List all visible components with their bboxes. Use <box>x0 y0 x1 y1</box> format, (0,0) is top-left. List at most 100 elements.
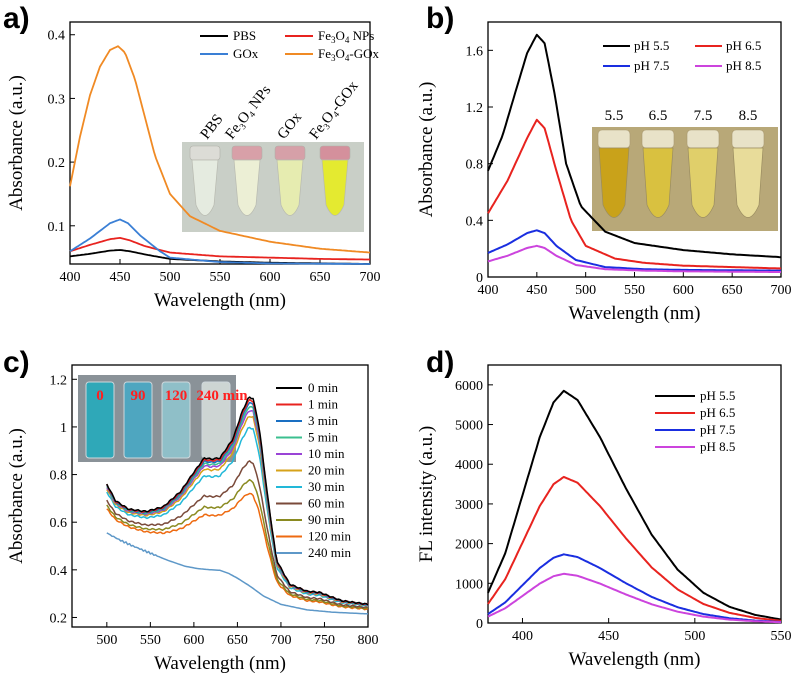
tube-cap <box>189 145 221 161</box>
x-tick-label: 650 <box>722 283 743 298</box>
tube-body <box>598 147 630 218</box>
legend-label: 60 min <box>308 496 345 511</box>
panel-label: d) <box>426 346 454 379</box>
panel-c: 500 550 600 650 700 750 800 0.2 0.4 0.6 0.8 1 1.2 Wav… <box>3 346 379 674</box>
series-line <box>487 33 782 259</box>
plot-frame <box>487 364 782 624</box>
tube-cap <box>731 129 765 149</box>
tube-body <box>642 147 674 218</box>
legend-label: pH 6.5 <box>726 38 761 53</box>
x-tick-label: 650 <box>310 270 331 285</box>
x-axis-label: Wavelength (nm) <box>569 649 701 670</box>
label-part: 3 <box>237 121 248 131</box>
x-tick-label: 400 <box>60 270 81 285</box>
y-axis-label: Absorbance (a.u.) <box>416 82 437 218</box>
inset-label: Fe3O4 NPs <box>223 82 276 143</box>
series-line <box>106 396 369 606</box>
legend: pH 5.5 pH 6.5 pH 7.5 pH 8.5 <box>603 38 761 73</box>
series-line <box>106 478 369 610</box>
label-part: 4 <box>247 109 258 119</box>
y-tick-label: 0.6 <box>50 516 68 531</box>
legend-label: PBS <box>233 28 256 43</box>
legend-label: pH 8.5 <box>726 58 761 73</box>
inset-label: 240 min <box>196 388 248 404</box>
x-tick-label: 750 <box>314 633 335 648</box>
legend-label: 1 min <box>308 397 338 412</box>
legend: PBS Fe3O4 NPs GOx Fe3O4-GOx <box>200 28 379 63</box>
x-tick-label: 400 <box>478 283 499 298</box>
label-part: O <box>336 46 345 61</box>
x-axis-label: Wavelength (nm) <box>154 290 286 311</box>
series-line <box>106 460 369 609</box>
x-tick-label: 400 <box>512 629 533 644</box>
label-part: GOx <box>233 46 259 61</box>
legend: pH 5.5 pH 6.5 pH 7.5 pH 8.5 <box>655 388 735 454</box>
x-tick-label: 700 <box>270 633 291 648</box>
label-part: O <box>336 28 345 43</box>
x-axis-label: Wavelength (nm) <box>154 653 286 674</box>
y-tick-label: 0.8 <box>466 158 484 173</box>
label-part: 3 <box>331 53 336 63</box>
inset-label: PBS <box>198 112 227 143</box>
label-part: Fe <box>318 46 331 61</box>
legend-label: 20 min <box>308 463 345 478</box>
legend-label: 90 min <box>308 512 345 527</box>
y-tick-label: 1.2 <box>50 373 68 388</box>
inset-label: Fe3O4-GOx <box>307 78 363 143</box>
plot-frame <box>71 364 369 628</box>
inset-label: 7.5 <box>694 108 713 124</box>
cuvette <box>85 381 115 459</box>
x-tick-label: 600 <box>260 270 281 285</box>
series-line <box>487 389 782 621</box>
series-line <box>487 572 782 624</box>
inset-label: 120 <box>165 388 188 404</box>
y-axis-label: Absorbance (a.u.) <box>6 75 27 211</box>
series-line <box>487 475 782 622</box>
legend-label: GOx <box>233 46 259 61</box>
tube-body <box>732 147 764 218</box>
y-tick-label: 0.1 <box>48 220 66 235</box>
y-tick-label: 0.2 <box>50 611 68 626</box>
series-line <box>487 118 782 270</box>
series-line <box>69 237 370 261</box>
label-part: 4 <box>345 53 350 63</box>
y-tick-label: 0.4 <box>48 29 66 44</box>
legend-label: pH 5.5 <box>634 38 669 53</box>
y-tick-label: 0.4 <box>50 564 68 579</box>
y-tick-label: 2000 <box>455 538 483 553</box>
y-tick-label: 0.8 <box>50 469 68 484</box>
label-part: NPs <box>349 28 374 43</box>
label-part: 3 <box>321 121 332 131</box>
y-tick-label: 0 <box>476 617 483 632</box>
tube-body <box>687 147 719 218</box>
series-line <box>69 45 371 254</box>
y-tick-label: 6000 <box>455 379 483 394</box>
y-tick-label: 1.2 <box>466 101 484 116</box>
x-axis-label: Wavelength (nm) <box>569 303 701 324</box>
legend-label: Fe3O4 NPs <box>318 28 374 45</box>
legend-label: pH 8.5 <box>700 439 735 454</box>
label-part: 4 <box>331 109 342 119</box>
series-line <box>487 229 781 272</box>
tube-cap <box>641 129 675 149</box>
panel-label: a) <box>3 2 30 35</box>
x-tick-label: 550 <box>771 629 792 644</box>
inset-label: 5.5 <box>605 108 624 124</box>
series-line <box>106 532 369 615</box>
panel-d: 400 450 500 550 0 1000 2000 3000 4000 5000 6000 Wav… <box>416 346 792 670</box>
legend-label: 0 min <box>308 380 338 395</box>
label-part: PBS <box>233 28 256 43</box>
inset-label: 0 <box>96 388 104 404</box>
legend-label: 10 min <box>308 446 345 461</box>
y-tick-label: 3000 <box>455 498 483 513</box>
label-part: 3 <box>331 35 336 45</box>
y-axis-label: Absorbance (a.u.) <box>6 428 27 564</box>
legend-label: pH 7.5 <box>634 58 669 73</box>
tube-body <box>191 159 219 216</box>
x-tick-label: 600 <box>183 633 204 648</box>
series-line <box>69 218 370 265</box>
tube-body <box>276 159 304 216</box>
y-tick-label: 0 <box>476 271 483 286</box>
inset-label: 90 <box>131 388 146 404</box>
